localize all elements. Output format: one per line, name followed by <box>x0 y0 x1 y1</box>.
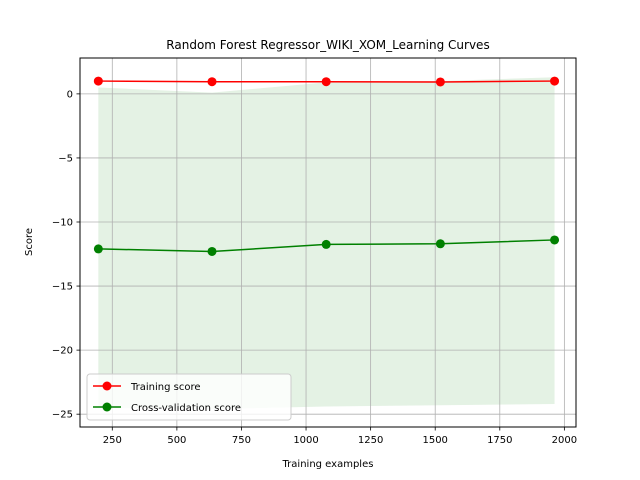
y-tick-label: −10 <box>52 218 73 229</box>
series-points <box>93 76 560 256</box>
series-0-point <box>321 77 331 87</box>
x-tick-label: 500 <box>167 435 186 446</box>
y-tick-label: 0 <box>67 89 73 100</box>
x-tick-label: 750 <box>232 435 251 446</box>
series-1-point <box>435 239 445 249</box>
legend: Training score Cross-validation score <box>86 373 292 421</box>
legend-marker-training <box>102 381 112 391</box>
plot-frame <box>79 57 577 428</box>
chart-title: Random Forest Regressor_WIKI_XOM_Learnin… <box>166 38 489 52</box>
series-0-point <box>435 77 445 87</box>
x-axis-label: Training examples <box>282 459 374 470</box>
series-1-point <box>321 239 331 249</box>
y-tick-label: −5 <box>58 153 73 164</box>
series-0-point <box>93 76 103 86</box>
y-tick-label: −20 <box>52 346 73 357</box>
x-axis-ticks: 250 500 750 1000 1250 1500 1750 2000 <box>103 427 577 446</box>
series-1-point <box>550 235 560 245</box>
series-0-point <box>550 76 560 86</box>
y-tick-label: −25 <box>52 410 73 421</box>
x-tick-label: 2000 <box>552 435 577 446</box>
legend-label-training: Training score <box>130 382 201 393</box>
x-tick-label: 1750 <box>487 435 512 446</box>
x-tick-label: 1000 <box>293 435 318 446</box>
y-axis-label: Score <box>24 228 35 256</box>
series-1-point <box>207 246 217 256</box>
legend-label-cross-validation: Cross-validation score <box>131 403 241 414</box>
legend-box <box>86 373 292 421</box>
legend-marker-cross-validation <box>102 402 112 412</box>
series-0-point <box>207 77 217 87</box>
plot-area <box>79 57 577 428</box>
x-tick-label: 1250 <box>358 435 383 446</box>
series-1-point <box>93 244 103 254</box>
y-tick-label: −15 <box>52 282 73 293</box>
x-tick-label: 1500 <box>422 435 447 446</box>
x-tick-label: 250 <box>103 435 122 446</box>
y-axis-ticks: 0 −5 −10 −15 −20 −25 <box>52 89 80 421</box>
